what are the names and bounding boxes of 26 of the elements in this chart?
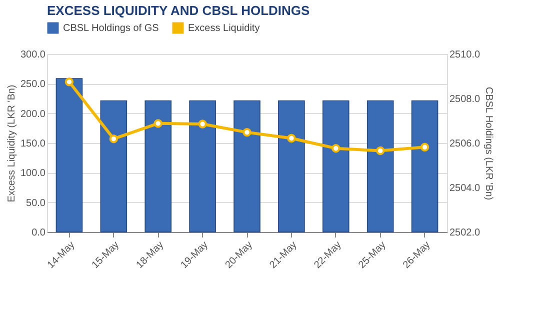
point bbox=[198, 120, 207, 128]
y2-tick-label: 2508.0 bbox=[450, 94, 481, 105]
point bbox=[332, 144, 340, 153]
y-tick-label: 200.0 bbox=[20, 108, 46, 120]
y-tick-label: 250.0 bbox=[20, 79, 46, 90]
point bbox=[420, 142, 430, 152]
y2-tick-label: 2506.0 bbox=[450, 138, 481, 150]
y2-tick-label: 2502.0 bbox=[450, 228, 481, 238]
y2-tick-label: 2510.0 bbox=[450, 50, 481, 60]
y-tick-label: 100.0 bbox=[20, 168, 46, 180]
y-tick-label: 50.0 bbox=[26, 198, 46, 209]
point bbox=[64, 78, 74, 86]
chart-title: EXCESS LIQUIDITY AND CBSL HOLDINGS bbox=[47, 3, 310, 18]
y2-tick-label: 2504.0 bbox=[450, 183, 481, 194]
point bbox=[242, 128, 252, 137]
legend-label: Excess Liquidity bbox=[188, 23, 260, 34]
y-tick-label: 150.0 bbox=[20, 138, 46, 150]
legend-label: CBSL Holdings of GS bbox=[63, 23, 160, 34]
y-tick-label: 300.0 bbox=[20, 50, 46, 60]
point bbox=[109, 134, 118, 144]
point bbox=[154, 119, 162, 128]
y-axis-title: Excess Liquidity (LKR 'Bn) bbox=[6, 84, 18, 202]
point bbox=[376, 146, 385, 156]
y2-axis-title: CBSL Holdings (LKR 'Bn) bbox=[483, 86, 494, 200]
y-tick-label: 0.0 bbox=[32, 228, 46, 238]
point bbox=[287, 134, 296, 143]
